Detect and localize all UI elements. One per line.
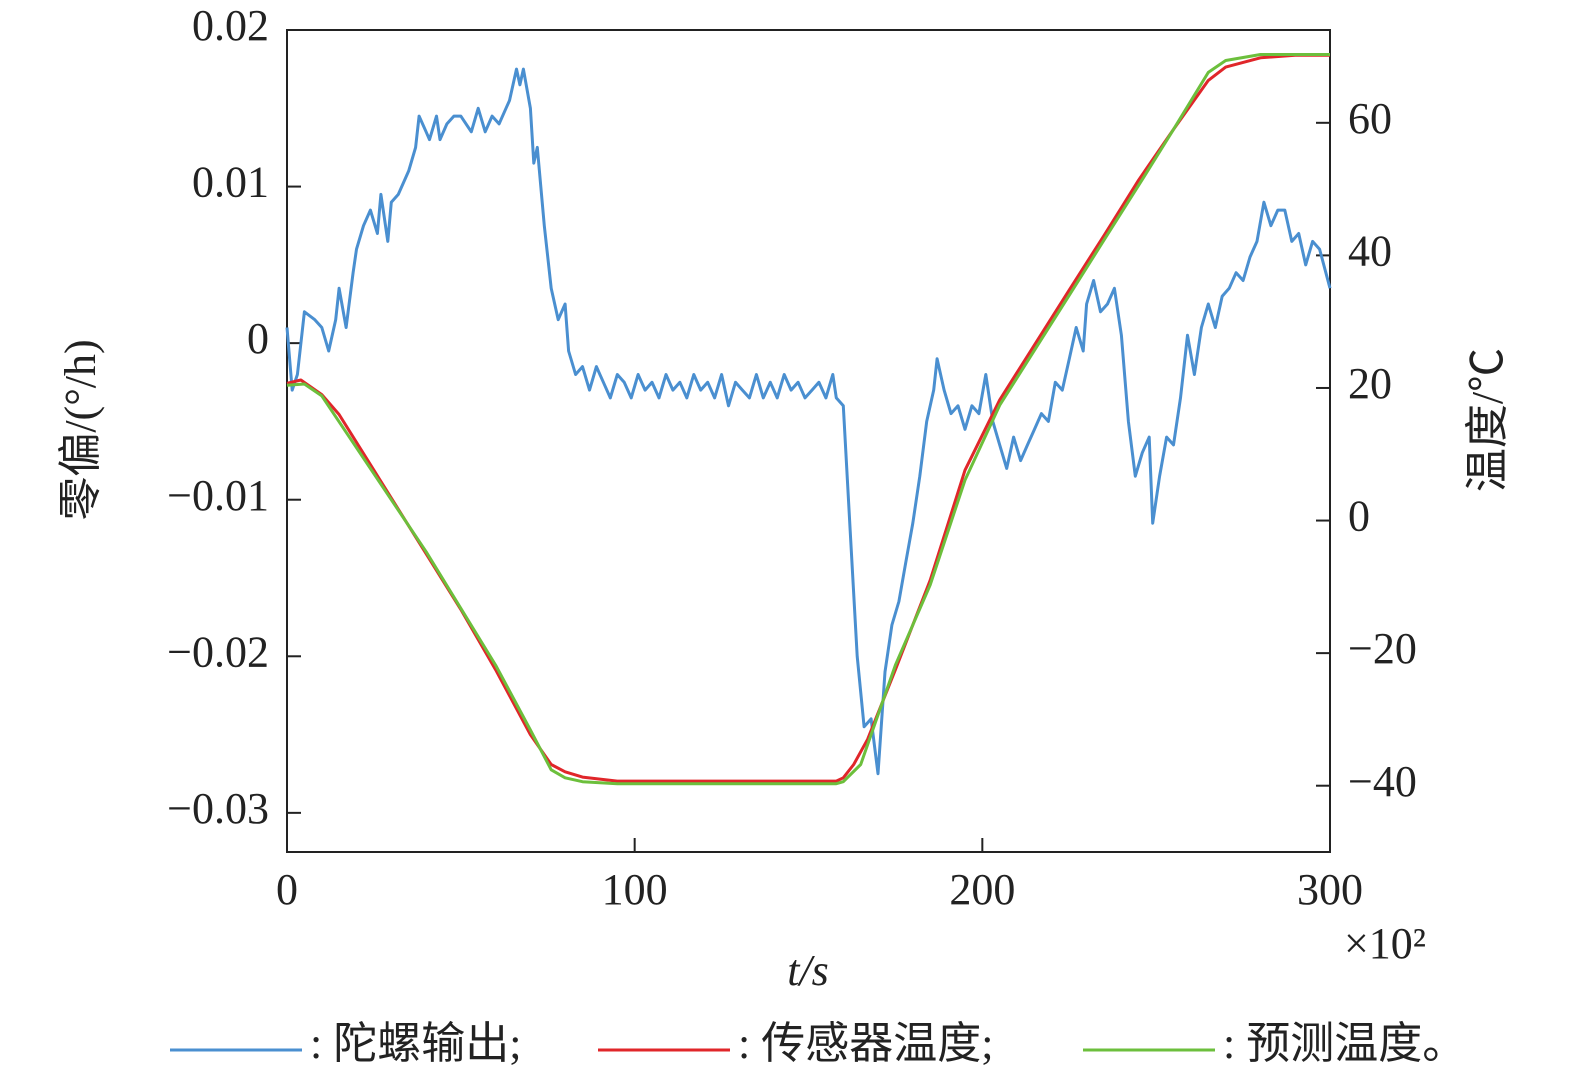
plot-frame	[286, 29, 1331, 853]
y-tick-label: −0.01	[167, 471, 269, 520]
series-line	[286, 53, 1330, 783]
series-line	[286, 53, 1330, 786]
y2-axis-label: 温度/℃	[1463, 348, 1512, 492]
x-tick-label: 100	[602, 865, 668, 914]
legend-label: : 传感器温度;	[738, 1019, 993, 1068]
x-tick-label: 300	[1297, 865, 1363, 914]
x-axis-label: t/s	[787, 946, 829, 995]
y-tick-label: 0	[247, 314, 269, 363]
x-tick-label: 0	[276, 865, 298, 914]
y2-tick-label: −40	[1348, 757, 1417, 806]
x-multiplier: ×10²	[1344, 919, 1426, 968]
y-tick-label: −0.03	[167, 784, 269, 833]
y2-tick-label: −20	[1348, 624, 1417, 673]
y-tick-label: 0.01	[192, 158, 269, 207]
y-tick-label: 0.02	[192, 1, 269, 50]
series-line	[285, 67, 1332, 776]
y-tick-label: −0.02	[167, 627, 269, 676]
legend-label: : 预测温度。	[1223, 1019, 1466, 1068]
x-tick-label: 200	[949, 865, 1015, 914]
y-axis-label: 零偏/(°/h)	[56, 339, 105, 520]
y2-tick-label: 60	[1348, 94, 1392, 143]
y2-tick-label: 0	[1348, 492, 1370, 541]
y2-tick-label: 20	[1348, 359, 1392, 408]
y2-tick-label: 40	[1348, 226, 1392, 275]
legend-label: : 陀螺输出;	[310, 1019, 521, 1068]
